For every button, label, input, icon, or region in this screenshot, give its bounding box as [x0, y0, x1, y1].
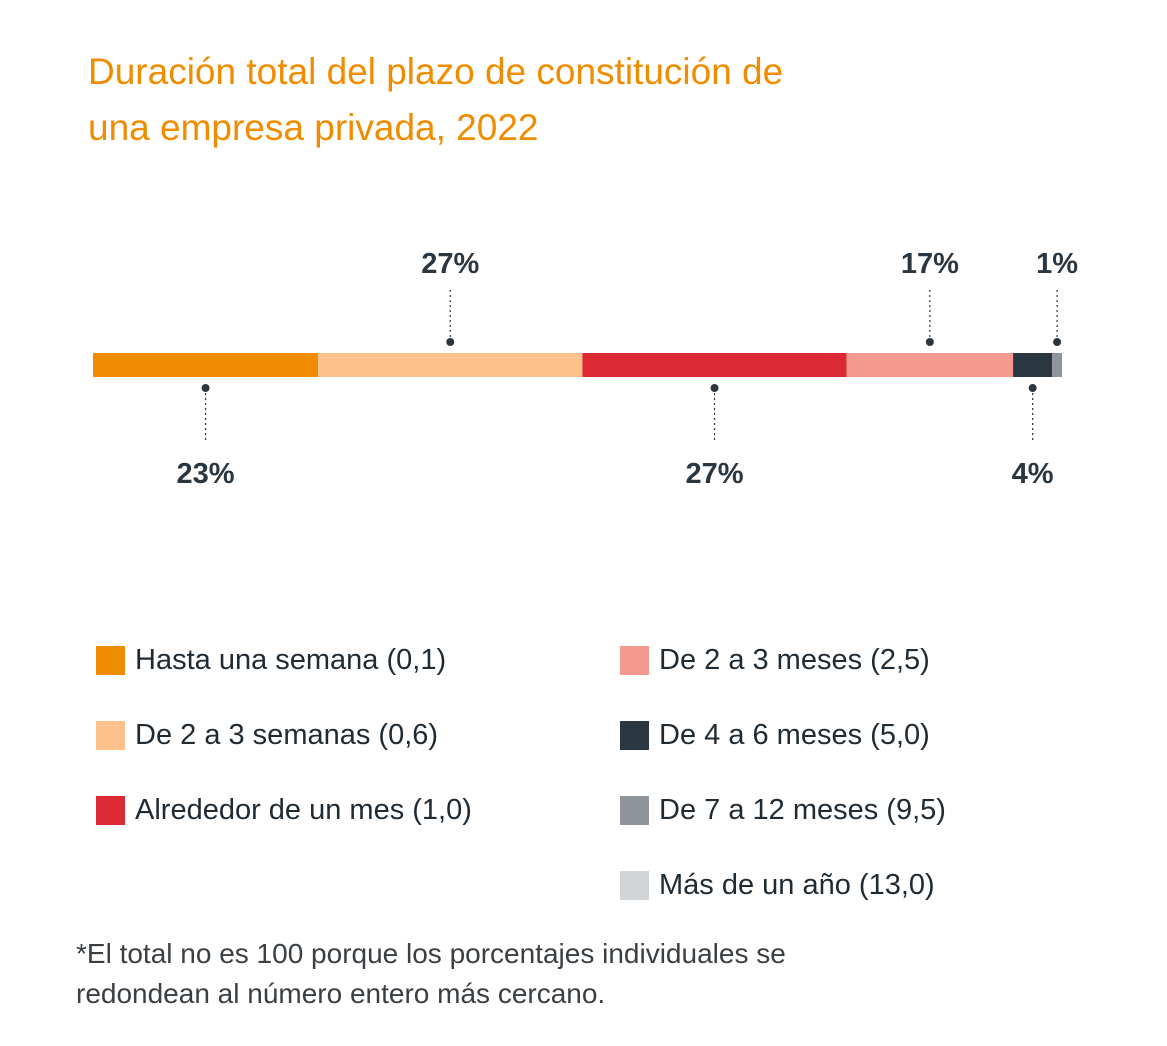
legend-item-de-7-a-12-meses: De 7 a 12 meses (9,5): [620, 790, 946, 830]
legend-item-mas-de-un-ano: Más de un año (13,0): [620, 865, 935, 905]
data-label-de-4-a-6-meses: 4%: [1012, 458, 1054, 490]
bar-segment-alrededor-de-un-mes: [582, 353, 847, 377]
legend-swatch: [96, 720, 125, 750]
legend-label: De 4 a 6 meses (5,0): [659, 718, 930, 751]
legend-label: Más de un año (13,0): [659, 868, 935, 901]
data-label-de-2-a-3-semanas: 27%: [421, 248, 479, 280]
legend-label: De 2 a 3 semanas (0,6): [135, 718, 439, 751]
bar-segment-de-7-a-12-meses: [1052, 353, 1062, 377]
legend-swatch: [620, 645, 649, 675]
footnote: *El total no es 100 porque los porcentaj…: [76, 934, 976, 1014]
chart-title-line-1: Duración total del plazo de constitución…: [88, 51, 784, 92]
leader-dot: [1053, 338, 1062, 346]
footnote-line-2: redondean al número entero más cercano.: [76, 978, 606, 1009]
leader-dot: [446, 338, 455, 346]
data-label-alrededor-de-un-mes: 27%: [686, 458, 744, 490]
bar-segment-de-4-a-6-meses: [1013, 353, 1053, 377]
legend-swatch: [620, 795, 649, 825]
legend-swatch: [96, 795, 125, 825]
chart-title: Duración total del plazo de constitución…: [88, 44, 988, 156]
data-label-hasta-una-semana: 23%: [177, 458, 235, 490]
bar-segment-de-2-a-3-meses: [846, 353, 1014, 377]
footnote-line-1: *El total no es 100 porque los porcentaj…: [76, 938, 786, 969]
leader-dot: [925, 338, 934, 346]
stacked-bar-chart: 23% 27% 27% 17% 4% 1%: [93, 248, 1078, 490]
chart-title-line-2: una empresa privada, 2022: [88, 107, 539, 148]
bar-segment-hasta-una-semana: [93, 353, 319, 377]
leader-dot: [1028, 384, 1037, 392]
legend-swatch: [620, 870, 649, 900]
legend-label: De 2 a 3 meses (2,5): [659, 643, 930, 676]
bar-segment-de-2-a-3-semanas: [318, 353, 583, 377]
legend-item-hasta-una-semana: Hasta una semana (0,1): [96, 640, 446, 680]
data-label-de-7-a-12-meses: 1%: [1036, 248, 1078, 280]
legend-item-de-4-a-6-meses: De 4 a 6 meses (5,0): [620, 715, 930, 755]
legend-item-de-2-a-3-semanas: De 2 a 3 semanas (0,6): [96, 715, 438, 755]
legend-item-de-2-a-3-meses: De 2 a 3 meses (2,5): [620, 640, 930, 680]
legend-label: Hasta una semana (0,1): [135, 643, 447, 676]
legend-item-alrededor-de-un-mes: Alrededor de un mes (1,0): [96, 790, 472, 830]
legend-swatch: [96, 645, 125, 675]
data-label-de-2-a-3-meses: 17%: [901, 248, 959, 280]
leader-dot: [710, 384, 719, 392]
leader-dot: [201, 384, 210, 392]
legend-label: Alrededor de un mes (1,0): [135, 793, 472, 826]
legend-swatch: [620, 720, 649, 750]
legend-label: De 7 a 12 meses (9,5): [659, 793, 946, 826]
